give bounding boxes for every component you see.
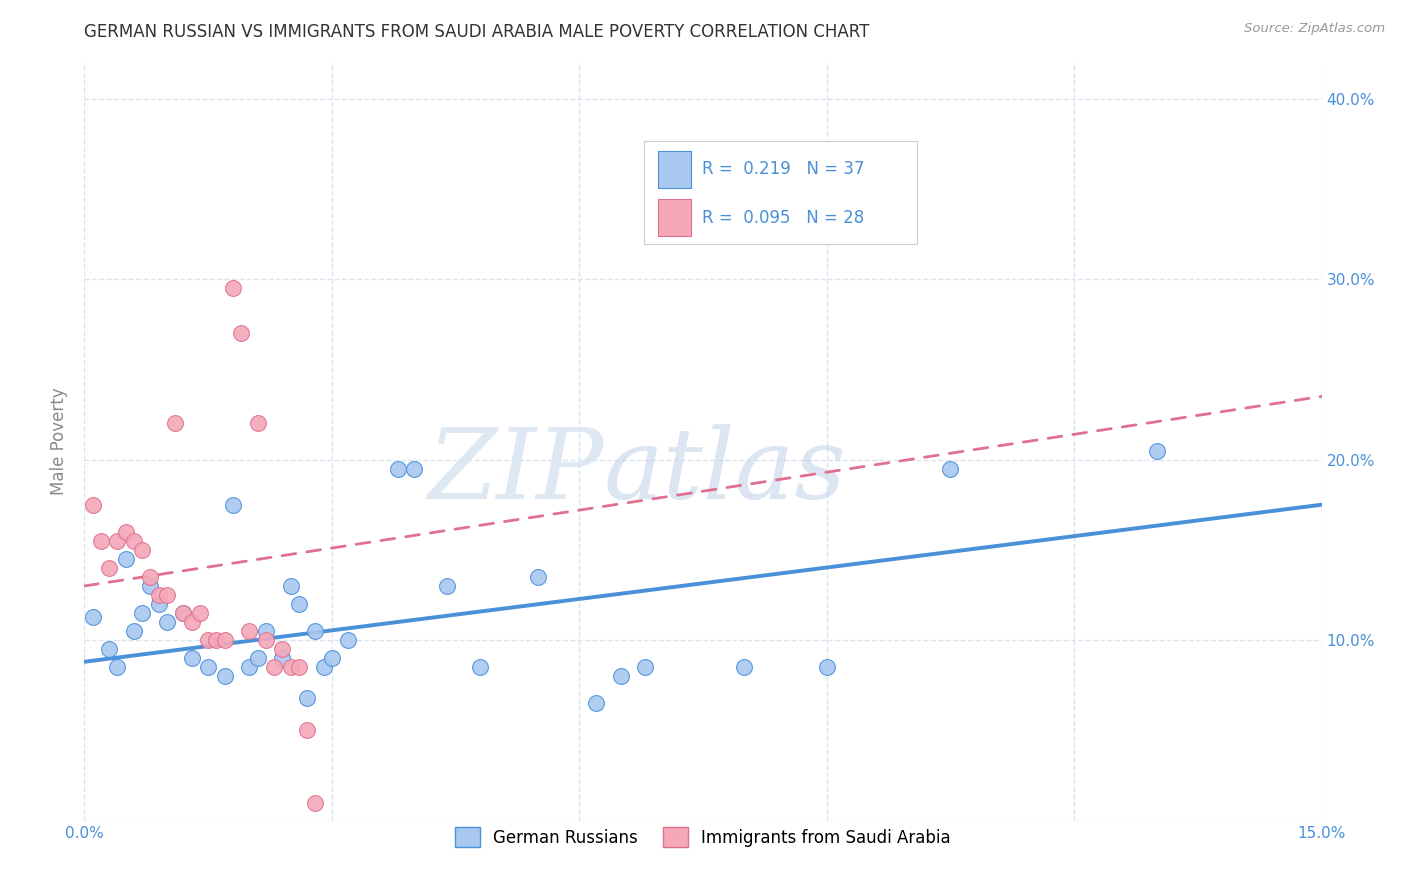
Point xyxy=(470,660,492,674)
Point xyxy=(288,597,311,611)
Point xyxy=(238,624,260,639)
Point xyxy=(312,660,335,674)
Point xyxy=(436,579,458,593)
Point xyxy=(246,417,269,431)
Point xyxy=(229,326,252,341)
Point xyxy=(271,651,294,665)
Point xyxy=(939,461,962,475)
Point xyxy=(337,633,360,648)
Point xyxy=(214,669,236,683)
Point xyxy=(1146,443,1168,458)
FancyBboxPatch shape xyxy=(658,151,690,187)
Point xyxy=(222,498,245,512)
Point xyxy=(254,633,277,648)
Point xyxy=(246,651,269,665)
Point xyxy=(295,723,318,738)
Point xyxy=(82,609,104,624)
Point xyxy=(122,624,145,639)
Point xyxy=(321,651,343,665)
Point xyxy=(222,281,245,295)
Point xyxy=(238,660,260,674)
Point xyxy=(609,669,631,683)
Point xyxy=(387,461,409,475)
Point xyxy=(205,633,228,648)
Y-axis label: Male Poverty: Male Poverty xyxy=(51,388,69,495)
Point xyxy=(156,615,179,629)
Text: atlas: atlas xyxy=(605,425,846,519)
Point xyxy=(82,498,104,512)
Point xyxy=(148,588,170,602)
Point xyxy=(815,660,838,674)
Point xyxy=(271,642,294,657)
Point xyxy=(105,533,128,548)
Point xyxy=(131,542,153,557)
Point xyxy=(105,660,128,674)
Point xyxy=(280,579,302,593)
Point xyxy=(404,461,426,475)
Point xyxy=(263,660,285,674)
Point xyxy=(139,570,162,584)
Point xyxy=(304,624,326,639)
Point xyxy=(527,570,550,584)
Text: GERMAN RUSSIAN VS IMMIGRANTS FROM SAUDI ARABIA MALE POVERTY CORRELATION CHART: GERMAN RUSSIAN VS IMMIGRANTS FROM SAUDI … xyxy=(84,23,870,41)
Point xyxy=(114,552,136,566)
Point xyxy=(172,606,194,620)
Point xyxy=(197,633,219,648)
Point xyxy=(180,615,202,629)
Point xyxy=(280,660,302,674)
Point xyxy=(98,642,121,657)
Point xyxy=(197,660,219,674)
Point xyxy=(172,606,194,620)
Point xyxy=(288,660,311,674)
Point xyxy=(131,606,153,620)
Point xyxy=(254,624,277,639)
Point xyxy=(122,533,145,548)
Legend: German Russians, Immigrants from Saudi Arabia: German Russians, Immigrants from Saudi A… xyxy=(449,821,957,854)
Point xyxy=(188,606,211,620)
Point xyxy=(634,660,657,674)
Point xyxy=(214,633,236,648)
Point xyxy=(180,651,202,665)
Text: ZIP: ZIP xyxy=(427,425,605,519)
Text: R =  0.095   N = 28: R = 0.095 N = 28 xyxy=(702,209,863,227)
Point xyxy=(733,660,755,674)
Point xyxy=(165,417,187,431)
Point xyxy=(139,579,162,593)
FancyBboxPatch shape xyxy=(658,199,690,236)
Text: R =  0.219   N = 37: R = 0.219 N = 37 xyxy=(702,161,865,178)
Point xyxy=(585,696,607,710)
Text: Source: ZipAtlas.com: Source: ZipAtlas.com xyxy=(1244,22,1385,36)
Point xyxy=(148,597,170,611)
Point xyxy=(98,561,121,575)
Point xyxy=(295,690,318,705)
Point xyxy=(156,588,179,602)
Point xyxy=(304,796,326,810)
Point xyxy=(114,524,136,539)
Point xyxy=(90,533,112,548)
